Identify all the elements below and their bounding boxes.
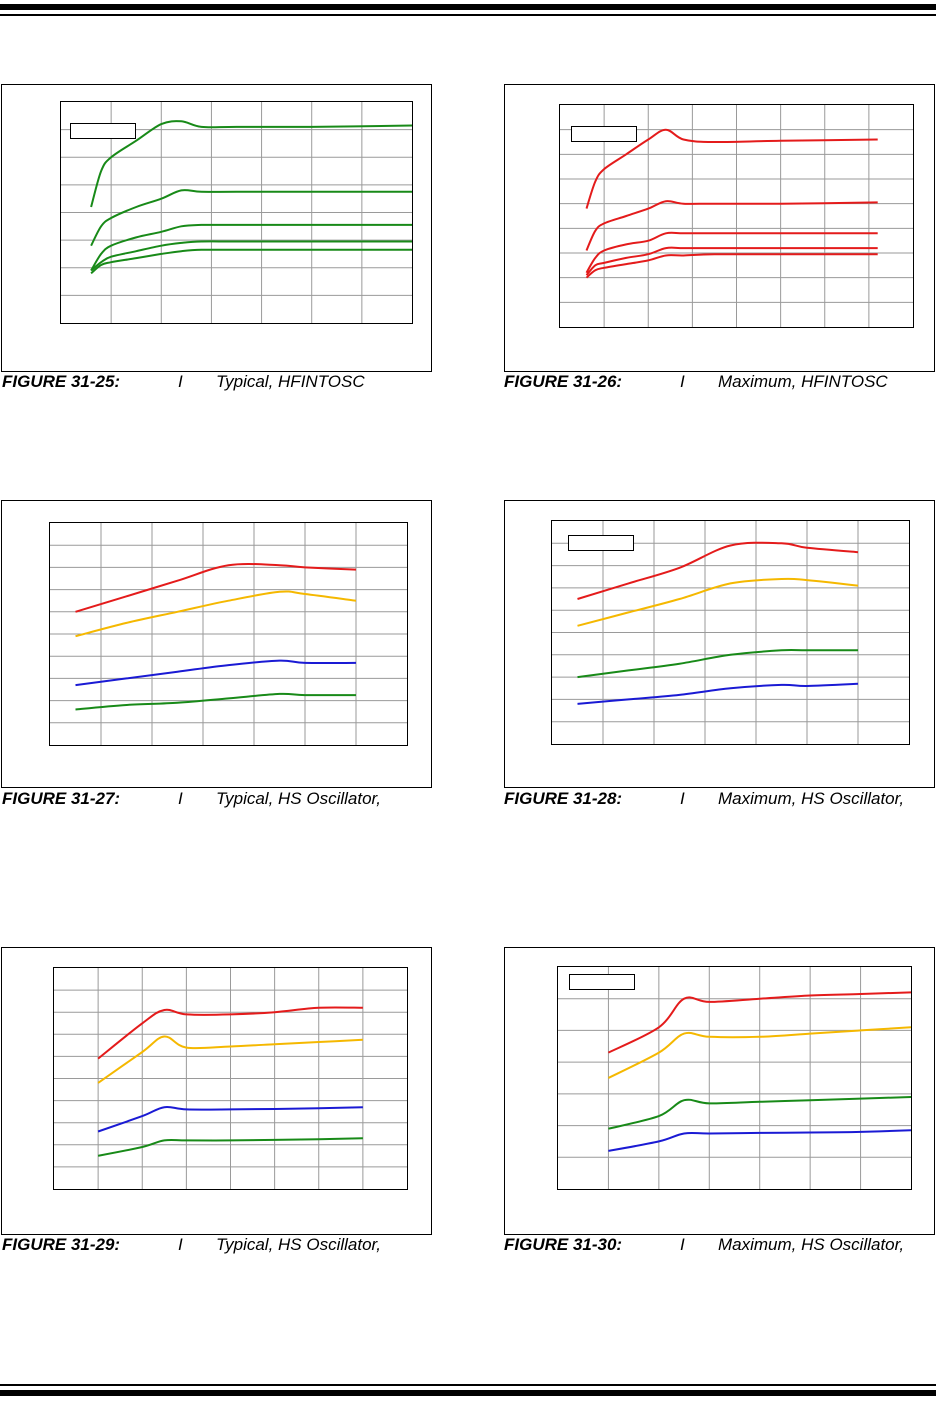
figure-caption-25: FIGURE 31-25: I Typical, HFINTOSC [2, 372, 365, 392]
figure-number: FIGURE 31-30: [504, 1235, 623, 1254]
series-line-1 [97, 1006, 363, 1060]
current-symbol: I [178, 1235, 183, 1254]
series-line-2 [75, 590, 357, 638]
figure-description: Maximum, HS Oscillator, [718, 1235, 905, 1254]
chart-plot-area [551, 520, 910, 745]
top-rule-thick [0, 4, 936, 10]
chart-svg [54, 968, 407, 1189]
figure-number: FIGURE 31-27: [2, 789, 121, 808]
figure-number: FIGURE 31-28: [504, 789, 623, 808]
bottom-rule-thin [0, 1384, 936, 1386]
current-symbol: I [680, 789, 685, 808]
series-line-3 [97, 1105, 363, 1133]
bottom-rule-thick [0, 1390, 936, 1396]
current-symbol: I [178, 372, 183, 391]
figure-panel-29 [1, 947, 432, 1235]
figure-caption-30: FIGURE 31-30: I Maximum, HS Oscillator, [504, 1235, 904, 1255]
figure-panel-28 [504, 500, 935, 788]
chart-plot-area [557, 966, 912, 1190]
figure-description: Maximum, HFINTOSC [718, 372, 888, 391]
top-rule-thin [0, 14, 936, 16]
series-line-1 [585, 128, 878, 209]
chart-svg [552, 521, 909, 744]
chart-plot-area [49, 522, 408, 746]
series-line-3 [75, 659, 357, 687]
series-line-4 [577, 682, 859, 705]
series-line-4 [97, 1137, 363, 1157]
series-line-5 [585, 253, 878, 279]
figure-description: Typical, HFINTOSC [216, 372, 365, 391]
legend-box [571, 126, 637, 142]
figure-panel-25 [1, 84, 432, 372]
figure-panel-27 [1, 500, 432, 788]
figure-panel-30 [504, 947, 935, 1235]
series-line-4 [75, 692, 357, 711]
figure-number: FIGURE 31-25: [2, 372, 121, 391]
series-line-2 [97, 1035, 363, 1084]
series-line-2 [90, 189, 412, 247]
current-symbol: I [680, 372, 685, 391]
series-line-3 [577, 648, 858, 679]
series-line-3 [608, 1096, 911, 1130]
figure-panel-26 [504, 84, 935, 372]
series-line-3 [90, 223, 412, 272]
series-line-1 [607, 991, 911, 1054]
figure-caption-28: FIGURE 31-28: I Maximum, HS Oscillator, [504, 789, 904, 809]
series-line-2 [607, 1026, 911, 1079]
figure-caption-27: FIGURE 31-27: I Typical, HS Oscillator, [2, 789, 381, 809]
figure-number: FIGURE 31-26: [504, 372, 623, 391]
series-line-1 [90, 120, 412, 208]
chart-plot-area [559, 104, 914, 328]
legend-box [568, 535, 634, 551]
series-line-2 [585, 200, 878, 251]
figure-description: Maximum, HS Oscillator, [718, 789, 905, 808]
series-line-1 [577, 541, 859, 600]
series-line-1 [75, 562, 357, 613]
figure-description: Typical, HS Oscillator, [216, 1235, 382, 1254]
series-line-2 [577, 577, 859, 627]
series-line-5 [90, 248, 412, 275]
chart-svg [558, 967, 911, 1189]
legend-box [569, 974, 635, 990]
figure-description: Typical, HS Oscillator, [216, 789, 382, 808]
legend-box [70, 123, 136, 139]
chart-svg [50, 523, 407, 745]
figure-number: FIGURE 31-29: [2, 1235, 121, 1254]
series-line-4 [585, 246, 878, 276]
chart-svg [61, 102, 412, 323]
current-symbol: I [680, 1235, 685, 1254]
current-symbol: I [178, 789, 183, 808]
figure-caption-26: FIGURE 31-26: I Maximum, HFINTOSC [504, 372, 888, 392]
chart-plot-area [53, 967, 408, 1190]
figure-caption-29: FIGURE 31-29: I Typical, HS Oscillator, [2, 1235, 381, 1255]
series-line-4 [90, 240, 412, 272]
series-line-3 [585, 231, 878, 274]
series-line-4 [608, 1129, 911, 1152]
